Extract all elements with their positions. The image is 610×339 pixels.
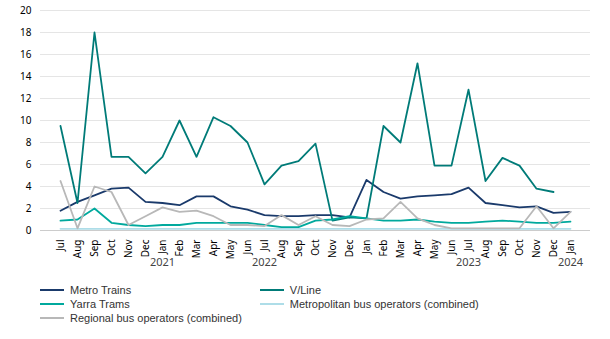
svg-text:Sep: Sep (291, 240, 305, 257)
svg-text:Jul: Jul (461, 240, 475, 253)
svg-text:Mar: Mar (189, 240, 203, 259)
svg-text:6: 6 (26, 157, 32, 171)
svg-text:14: 14 (20, 69, 32, 83)
svg-text:Nov: Nov (529, 239, 543, 258)
svg-text:20: 20 (20, 3, 32, 17)
svg-text:May: May (427, 239, 441, 260)
html-text:Yarra Trams: Yarra Trams (70, 298, 130, 310)
svg-text:Dec: Dec (545, 239, 560, 258)
svg-text:Sep: Sep (495, 240, 509, 257)
html-text:Metropolitan bus operators (co: Metropolitan bus operators (combined) (289, 298, 479, 310)
svg-text:Feb: Feb (376, 240, 390, 257)
svg-text:Aug: Aug (273, 239, 288, 259)
svg-text:Dec: Dec (137, 239, 152, 258)
svg-text:Apr: Apr (410, 240, 424, 257)
svg-text:Aug: Aug (477, 239, 492, 259)
svg-text:Sep: Sep (87, 240, 101, 257)
svg-text:2023: 2023 (456, 254, 481, 269)
svg-text:2: 2 (26, 201, 32, 215)
svg-text:Jun: Jun (444, 240, 458, 256)
svg-text:12: 12 (20, 91, 32, 105)
svg-text:Mar: Mar (393, 240, 407, 259)
svg-text:Apr: Apr (206, 240, 220, 257)
html-text:Regional bus operators (combin: Regional bus operators (combined) (70, 312, 242, 324)
svg-text:16: 16 (20, 47, 32, 61)
svg-text:Dec: Dec (342, 239, 356, 257)
svg-text:0: 0 (26, 223, 32, 237)
svg-text:Nov: Nov (121, 239, 135, 258)
html-text:Metro Trains: Metro Trains (70, 284, 132, 296)
svg-text:8: 8 (26, 135, 32, 149)
svg-text:Aug: Aug (70, 240, 84, 259)
svg-text:Nov: Nov (325, 239, 339, 258)
svg-text:Oct: Oct (104, 239, 118, 256)
svg-text:18: 18 (20, 25, 32, 39)
svg-text:2021: 2021 (150, 254, 175, 269)
svg-text:Jan: Jan (155, 240, 169, 256)
html-text:V/Line: V/Line (289, 284, 321, 296)
svg-text:Jul: Jul (257, 240, 271, 253)
svg-text:Jan: Jan (359, 240, 373, 256)
svg-text:Jan: Jan (563, 240, 577, 256)
svg-text:Jun: Jun (240, 240, 254, 256)
svg-text:Oct: Oct (308, 239, 322, 256)
svg-text:4: 4 (26, 179, 32, 193)
svg-text:Feb: Feb (171, 239, 186, 257)
svg-text:2022: 2022 (252, 254, 277, 269)
svg-text:Jul: Jul (53, 240, 67, 253)
svg-text:2024: 2024 (558, 254, 584, 269)
svg-text:Oct: Oct (512, 239, 526, 256)
svg-text:May: May (223, 239, 237, 260)
svg-text:10: 10 (20, 113, 32, 127)
